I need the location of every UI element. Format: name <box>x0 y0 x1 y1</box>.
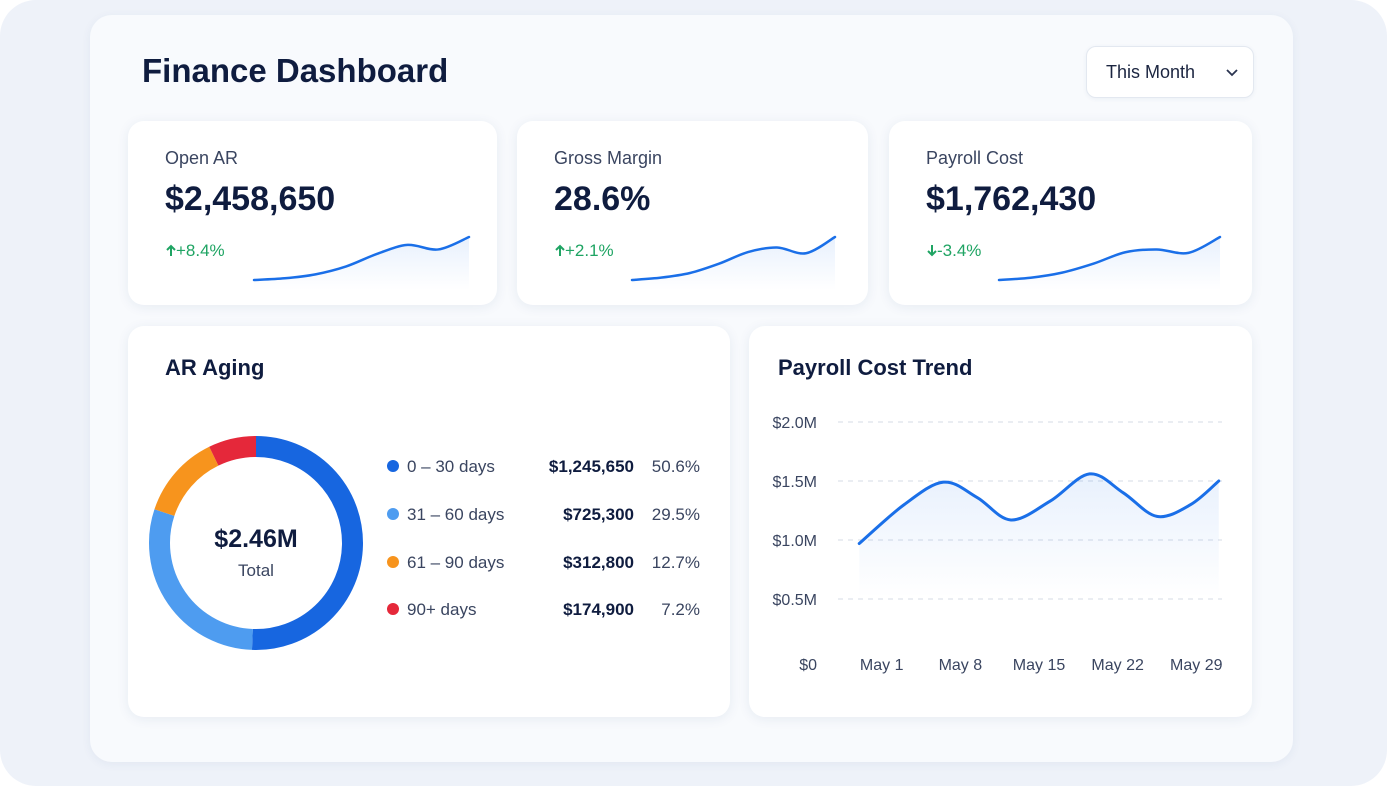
y-tick-label: $1.5M <box>773 474 817 491</box>
x-tick-label: May 15 <box>1013 657 1066 674</box>
kpi-label: Gross Margin <box>554 148 663 168</box>
legend-percent: 12.7% <box>652 553 700 572</box>
kpi-change: -3.4% <box>937 241 982 260</box>
change-arrow <box>927 245 937 257</box>
legend-amount: $725,300 <box>563 505 634 524</box>
legend-dot <box>387 603 399 615</box>
sparkline <box>630 235 837 282</box>
donut-total-label: Total <box>238 561 274 580</box>
y-tick-label: $0 <box>799 657 817 674</box>
ar-aging-card <box>128 326 730 717</box>
legend-amount: $312,800 <box>563 553 634 572</box>
sparkline <box>252 235 471 282</box>
legend-dot <box>387 508 399 520</box>
legend-percent: 50.6% <box>652 457 700 476</box>
card-title: AR Aging <box>165 355 265 380</box>
sparkline-area <box>999 237 1220 290</box>
kpi-label: Open AR <box>165 148 239 168</box>
line-area <box>859 473 1219 598</box>
kpi-value: $2,458,650 <box>165 180 336 218</box>
donut-segment <box>209 436 257 466</box>
legend-label: 90+ days <box>407 600 476 619</box>
line <box>857 472 1221 546</box>
legend-percent: 29.5% <box>652 505 700 524</box>
y-tick-label: $1.0M <box>773 533 817 550</box>
legend-label: 0 – 30 days <box>407 457 495 476</box>
legend-label: 61 – 90 days <box>407 553 504 572</box>
legend-dot <box>387 556 399 568</box>
legend-amount: $174,900 <box>563 600 634 619</box>
kpi-label: Payroll Cost <box>926 148 1024 168</box>
x-tick-label: May 22 <box>1091 657 1144 674</box>
donut-segment <box>149 509 254 650</box>
change-arrow <box>555 244 565 256</box>
x-tick-label: May 29 <box>1170 657 1223 674</box>
sparkline-area <box>254 237 469 290</box>
donut-segment <box>251 436 363 650</box>
kpi-value: $1,762,430 <box>926 180 1097 218</box>
sparkline <box>997 235 1222 282</box>
y-tick-label: $0.5M <box>773 592 817 609</box>
chevron <box>1226 69 1238 77</box>
legend-amount: $1,245,650 <box>549 457 634 476</box>
change-arrow <box>166 244 176 256</box>
legend-label: 31 – 60 days <box>407 505 504 524</box>
legend-dot <box>387 460 399 472</box>
kpi-change: +2.1% <box>565 241 614 260</box>
kpi-value: 28.6% <box>554 180 651 218</box>
y-tick-label: $2.0M <box>773 415 817 432</box>
filter-label[interactable]: This Month <box>1106 62 1196 82</box>
donut-total: $2.46M <box>214 525 297 553</box>
dashboard-title: Finance Dashboard <box>142 52 449 89</box>
x-tick-label: May 8 <box>939 657 983 674</box>
card-title: Payroll Cost Trend <box>778 355 973 380</box>
legend-percent: 7.2% <box>661 600 700 619</box>
period-filter[interactable]: This Month <box>1086 46 1254 98</box>
donut-segment <box>154 446 219 517</box>
kpi-change: +8.4% <box>176 241 225 260</box>
sparkline-area <box>632 237 835 290</box>
x-tick-label: May 1 <box>860 657 904 674</box>
